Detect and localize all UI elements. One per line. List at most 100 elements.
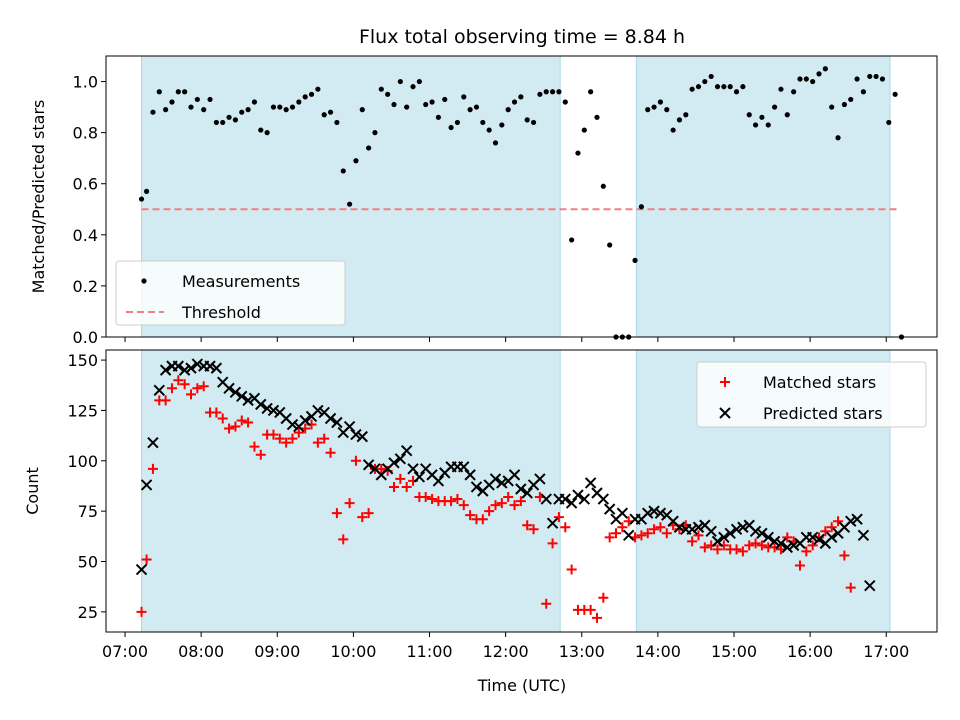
- predicted-star-point: [711, 535, 724, 548]
- y-tick-label: 50: [78, 553, 98, 572]
- predicted-star-point: [147, 436, 159, 449]
- predicted-star-point: [705, 525, 717, 537]
- measurement-point: [423, 101, 429, 108]
- measurement-point: [879, 76, 886, 82]
- measurement-point: [467, 107, 473, 113]
- x-tick-label: 14:00: [635, 642, 681, 661]
- x-tick-label: 12:00: [483, 642, 529, 661]
- x-tick-label: 08:00: [178, 642, 224, 661]
- matched-star-point: [376, 463, 387, 474]
- matched-star-point: [325, 447, 336, 458]
- bottom-y-axis: 25 50 75 100 125 150: [67, 351, 106, 622]
- predicted-star-point: [299, 414, 311, 427]
- predicted-star-point: [185, 362, 197, 374]
- predicted-star-point: [546, 517, 559, 529]
- predicted-star-point: [775, 537, 787, 550]
- measurement-point: [169, 99, 175, 105]
- measurement-point: [556, 89, 562, 95]
- matched-star-point: [249, 441, 260, 452]
- predicted-star-point: [654, 507, 667, 519]
- matched-star-point: [604, 532, 615, 543]
- predicted-star-point: [242, 394, 254, 407]
- measurement-point: [207, 96, 213, 103]
- measurement-point: [835, 135, 841, 141]
- predicted-star-point: [597, 493, 610, 505]
- matched-star-point: [687, 536, 698, 547]
- matched-star-point: [312, 437, 323, 448]
- predicted-stars-series: [135, 358, 876, 592]
- matched-star-point: [642, 528, 653, 539]
- measurement-point: [708, 73, 714, 80]
- matched-star-point: [826, 522, 837, 533]
- matched-star-point: [566, 564, 577, 575]
- matched-star-point: [141, 554, 152, 565]
- measurement-point: [194, 96, 200, 103]
- measurements-series: [138, 66, 905, 340]
- predicted-star-point: [864, 579, 876, 592]
- predicted-star-point: [286, 418, 299, 431]
- matched-star-point: [274, 433, 285, 444]
- predicted-star-point: [521, 487, 533, 499]
- measurement-point: [435, 114, 441, 120]
- matched-star-point: [420, 492, 431, 503]
- matched-star-point: [211, 407, 222, 418]
- matched-star-point: [509, 500, 520, 511]
- predicted-star-point: [768, 535, 781, 548]
- predicted-star-point: [191, 358, 204, 370]
- bottom-legend: Matched stars Predicted stars: [696, 361, 927, 428]
- predicted-star-point: [159, 364, 172, 376]
- measurement-point: [797, 76, 803, 82]
- matched-star-point: [560, 522, 571, 533]
- x-tick-label: 13:00: [559, 642, 605, 661]
- matched-star-point: [737, 546, 748, 557]
- matched-star-point: [484, 506, 495, 517]
- predicted-star-point: [730, 523, 743, 535]
- predicted-star-point: [508, 469, 521, 481]
- predicted-star-point: [267, 404, 280, 417]
- measurement-point: [321, 112, 327, 118]
- matched-star-point: [541, 598, 552, 609]
- matched-star-point: [179, 379, 190, 390]
- matched-star-point: [699, 542, 710, 553]
- measurement-point: [486, 127, 492, 133]
- legend-box: [115, 260, 346, 326]
- legend-label-threshold: Threshold: [181, 303, 261, 322]
- matched-star-point: [693, 530, 704, 541]
- measurement-point: [740, 84, 746, 90]
- measurement-point: [410, 84, 416, 90]
- matched-star-point: [243, 417, 254, 428]
- measurement-point: [327, 109, 334, 115]
- measurement-point: [575, 150, 581, 156]
- predicted-star-point: [578, 493, 591, 505]
- measurement-point: [695, 84, 702, 90]
- top-plot-frame: [105, 55, 938, 338]
- matched-star-point: [496, 498, 507, 509]
- predicted-star-point: [135, 563, 148, 576]
- predicted-star-point: [642, 507, 654, 519]
- predicted-star-point: [749, 525, 762, 537]
- measurement-point: [239, 109, 245, 115]
- bottom-subplot: 25 50 75 100 125 150 07:00 08:00 09:00 10:00 11:0…: [23, 349, 938, 695]
- x-axis-label: Time (UTC): [477, 676, 566, 695]
- matched-star-point: [217, 413, 228, 424]
- measurement-point: [473, 104, 480, 110]
- matched-star-point: [744, 540, 755, 551]
- measurement-point: [822, 66, 828, 72]
- measurement-point: [302, 94, 308, 100]
- measurement-point: [860, 89, 867, 95]
- measurement-point: [600, 183, 606, 189]
- legend-label-measurements: Measurements: [182, 272, 300, 291]
- x-tick-label: 09:00: [254, 642, 300, 661]
- predicted-star-point: [813, 533, 825, 546]
- measurement-point: [645, 107, 651, 113]
- x-axis: 07:00 08:00 09:00 10:00 11:00 12:00 13:00 14:00…: [102, 632, 909, 661]
- top-x-ticks: [124, 337, 887, 342]
- observing-window: [636, 56, 891, 337]
- predicted-star-point: [178, 364, 191, 376]
- matched-star-point: [173, 375, 184, 386]
- measurement-point: [213, 119, 219, 126]
- matched-star-point: [136, 606, 147, 617]
- measurement-point: [150, 109, 156, 115]
- matched-star-point: [452, 494, 463, 505]
- measurement-point: [416, 78, 422, 85]
